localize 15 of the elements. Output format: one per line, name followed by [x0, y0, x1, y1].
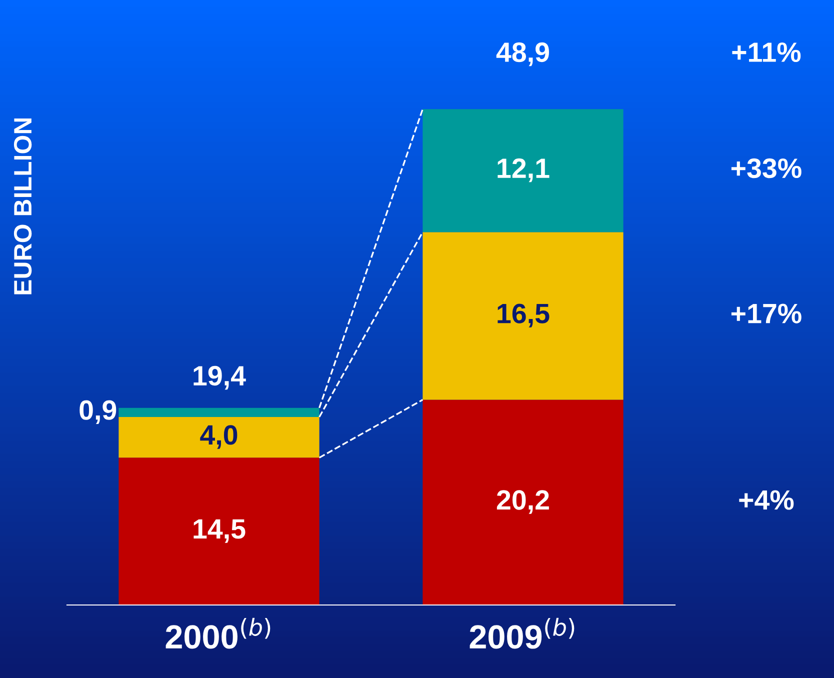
data-label: 0,9 [80, 400, 116, 424]
x-tick-label: 2000$^{(b)}$ [166, 618, 270, 649]
y-axis-title: EURO BILLION [14, 118, 32, 294]
total-label: 19,4 [194, 366, 246, 390]
data-label: 4,0 [200, 425, 238, 449]
text: +33% [731, 158, 802, 178]
data-label: 16,5 [498, 304, 550, 328]
data-label: 12,1 [498, 158, 550, 182]
text: +17% [731, 304, 802, 324]
x-tick-label: 2009$^{(b)}$ [470, 618, 574, 649]
data-label: 14,5 [194, 519, 246, 543]
text: +11% [732, 42, 801, 62]
total-label: 48,9 [496, 42, 550, 66]
data-label: 20,2 [496, 490, 549, 514]
text: +4% [739, 490, 794, 510]
